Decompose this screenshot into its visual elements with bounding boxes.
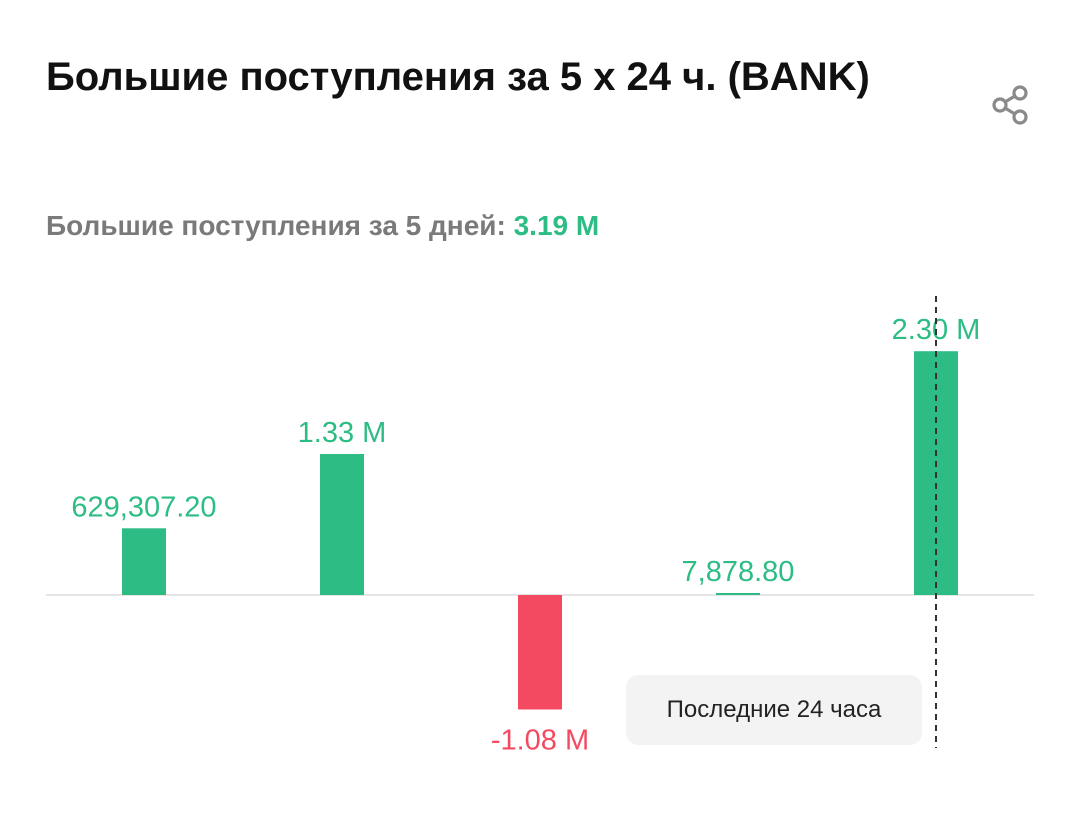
summary-label: Большие поступления за 5 дней:: [46, 210, 506, 241]
bar-label-1: 629,307.20: [71, 491, 216, 523]
tooltip-label: Последние 24 часа: [666, 696, 882, 723]
bar-4[interactable]: [716, 593, 760, 595]
page-title: Большие поступления за 5 x 24 ч. (BANK): [46, 55, 870, 99]
bar-label-3: -1.08 M: [491, 724, 589, 756]
share-icon: [992, 85, 1028, 125]
bar-1[interactable]: [122, 528, 166, 595]
summary-value: 3.19 M: [513, 210, 600, 241]
share-button[interactable]: [986, 80, 1036, 130]
last-24h-tooltip: Последние 24 часа: [626, 675, 922, 745]
bar-label-4: 7,878.80: [682, 556, 795, 588]
bar-2[interactable]: [320, 454, 364, 595]
bar-3[interactable]: [518, 595, 562, 710]
bar-label-2: 1.33 M: [298, 417, 387, 449]
summary-line: Большие поступления за 5 дней: 3.19 M: [46, 206, 599, 246]
